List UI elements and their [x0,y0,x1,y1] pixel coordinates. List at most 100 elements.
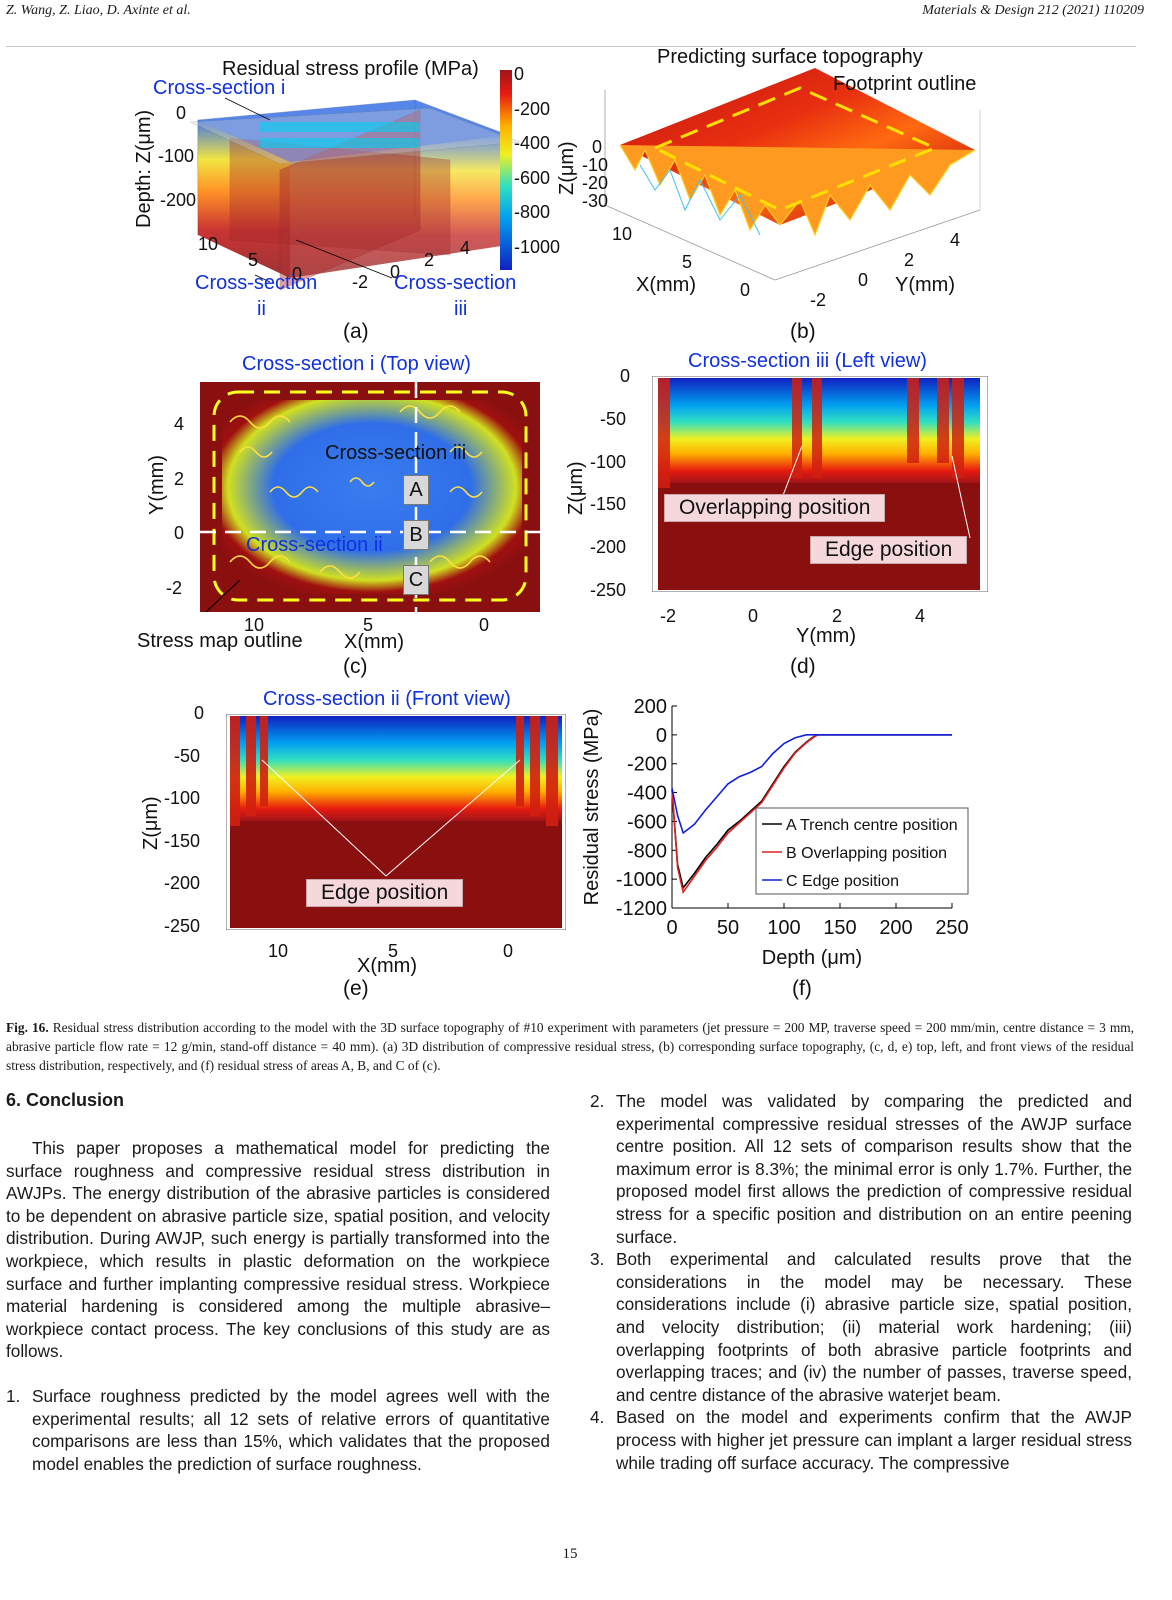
y-tick-label: -600 [627,811,667,833]
x-tick-label: 100 [767,917,800,939]
caption-text: Residual stress distribution according t… [6,1020,1134,1073]
colorbar-tick: -1000 [514,237,561,257]
panel-c-x-tick: 10 [244,615,265,635]
panel-a-y-tick: 0 [390,262,401,282]
y-tick-label: 200 [634,696,667,718]
item-number: 1. [6,1385,21,1406]
y-axis-label: Residual stress (MPa) [581,709,603,906]
x-tick-label: 0 [666,917,677,939]
panel-b-z-tick: -20 [582,173,609,193]
panel-a-z-tick: 0 [176,103,187,123]
item-number: 4. [590,1407,605,1428]
panel-c-x-axis-label: X(mm) [344,631,404,653]
panel-e-x-tick: 0 [503,941,514,961]
y-tick-label: -400 [627,783,667,805]
panel-c-title: Cross-section i (Top view) [242,353,471,375]
panel-b-x-axis-label: X(mm) [636,274,696,296]
left-column: This paper proposes a mathematical model… [6,1137,550,1475]
item-text: Both experimental and calculated results… [616,1249,1132,1405]
conclusion-item-1: 1. Surface roughness predicted by the mo… [6,1385,550,1475]
panel-a-y-tick: -2 [352,272,369,292]
point-a-marker: A [403,475,429,505]
panel-a-cross-section-iii-numeral: iii [454,298,468,320]
item-text: Surface roughness predicted by the model… [32,1385,550,1474]
panel-a-label: (a) [343,320,369,343]
panel-a-z-tick: -200 [160,190,197,210]
colorbar-tick: -400 [514,133,551,153]
panel-b-y-axis-label: Y(mm) [895,274,955,296]
panel-e-x-tick: 10 [268,941,289,961]
point-c-marker: C [403,565,429,595]
panel-d-label: (d) [790,655,816,678]
panel-d-y-tick: -50 [600,409,627,429]
panel-b-y-tick: 4 [950,230,961,250]
panel-c-cross-section-ii: Cross-section ii [246,534,383,556]
figure-caption: Fig. 16. Residual stress distribution ac… [6,1018,1134,1075]
panel-b-z-tick: -30 [582,191,609,211]
panel-f-label: (f) [792,977,812,1000]
panel-d-x-tick: -2 [660,606,677,626]
panel-b-x-tick: 0 [740,280,751,300]
panel-b-footprint-label: Footprint outline [833,73,977,95]
panel-e-y-tick: -250 [164,916,201,936]
panel-e-label: (e) [343,977,369,1000]
legend-entry-1: B Overlapping position [786,845,947,862]
panel-a-plot [189,70,521,291]
conclusion-item-3: 3. Both experimental and calculated resu… [590,1248,1132,1406]
x-tick-label: 200 [879,917,912,939]
panel-a-cross-section-ii-label: Cross-section [195,272,318,294]
panel-e-y-axis-label: Z(μm) [140,796,162,850]
panel-b-y-tick: -2 [810,290,827,310]
panel-a-y-tick: 2 [424,250,435,270]
panel-a-y-tick: 4 [460,238,471,258]
colorbar-tick: -200 [514,99,551,119]
panel-d-y-tick: -200 [590,537,627,557]
panel-e-y-tick: -150 [164,831,201,851]
colorbar-tick: -600 [514,168,551,188]
panel-c-x-tick: 5 [363,615,374,635]
panel-d-y-tick: -150 [590,494,627,514]
panel-a-cross-section-i: Cross-section i [153,77,286,99]
conclusion-intro: This paper proposes a mathematical model… [6,1138,550,1362]
panel-d-x-tick: 2 [832,606,843,626]
panel-c-plot [200,382,540,612]
panel-d-y-tick: -250 [590,580,627,600]
panel-b-z-tick: 0 [592,137,603,157]
panel-a-cross-section-ii-numeral: ii [257,298,266,320]
panel-e-y-tick: -100 [164,788,201,808]
x-tick-label: 150 [823,917,856,939]
panel-d-overlapping-label: Overlapping position [664,494,886,522]
panel-c-y-tick: 0 [174,523,185,543]
x-tick-label: 50 [717,917,739,939]
panel-e-x-axis-label: X(mm) [357,955,417,977]
item-number: 3. [590,1249,605,1270]
panel-a-x-tick: 5 [248,250,259,270]
panel-a-title: Residual stress profile (MPa) [222,58,479,80]
panel-d-y-tick: -100 [590,452,627,472]
panel-d-title: Cross-section iii (Left view) [688,350,927,372]
panel-a-z-axis-label: Depth: Z(μm) [133,109,155,228]
legend-entry-0: A Trench centre position [786,817,958,834]
panel-c-y-tick: 4 [174,414,185,434]
panel-c-y-tick: 2 [174,469,185,489]
panel-b-z-tick: -10 [582,155,609,175]
x-axis-label: Depth (μm) [762,947,862,969]
running-header-authors: Z. Wang, Z. Liao, D. Axinte et al. [6,3,191,18]
panel-c-y-tick: -2 [166,578,183,598]
panel-e-y-tick: -200 [164,873,201,893]
panel-e-y-tick: -50 [174,746,201,766]
panel-b-y-tick: 0 [858,270,869,290]
y-tick-label: 0 [656,725,667,747]
panel-b-x-tick: 5 [682,252,693,272]
panel-b-x-tick: 10 [612,224,633,244]
y-tick-label: -800 [627,840,667,862]
panel-e-title: Cross-section ii (Front view) [263,688,511,710]
x-tick-label: 250 [935,917,968,939]
panel-e-edge-label: Edge position [306,879,464,907]
legend-box [755,807,969,895]
panel-d-y-tick: 0 [620,366,631,386]
header-rule [6,46,1136,47]
panel-d-y-axis-label: Z(μm) [565,461,587,515]
panel-b-y-tick: 2 [904,250,915,270]
